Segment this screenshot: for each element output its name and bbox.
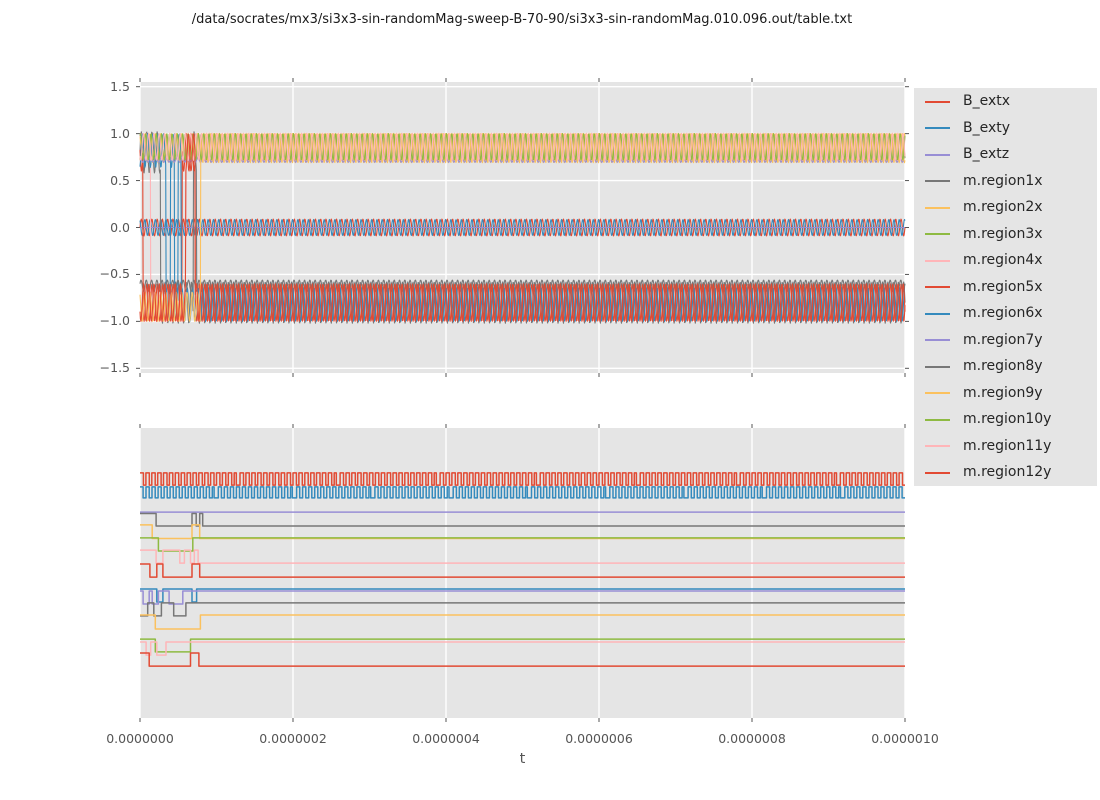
xtick-label: 0.0000010 (871, 731, 939, 746)
legend-line-swatch (925, 100, 950, 103)
xtick-label: 0.0000002 (259, 731, 327, 746)
bottom-plot-series (140, 472, 905, 667)
legend-item-m.region8y: m.region8y (914, 353, 1097, 380)
legend-label: m.region2x (963, 199, 1043, 215)
legend-item-m.region7y: m.region7y (914, 327, 1097, 354)
ytick-label: 1.0 (110, 125, 130, 141)
legend-label: m.region3x (963, 225, 1043, 242)
legend-line-swatch (925, 418, 950, 421)
ytick-label: −0.5 (99, 266, 130, 282)
legend-label: m.region9y (963, 384, 1043, 401)
legend-line-swatch (925, 471, 950, 474)
legend-line-swatch (925, 286, 950, 288)
legend-label: m.region12y (963, 464, 1052, 480)
legend-label: m.region7y (963, 331, 1043, 348)
legend-line-swatch (925, 445, 950, 447)
legend-label: B_exty (963, 119, 1011, 136)
legend-item-m.region10y: m.region10y (914, 406, 1097, 433)
legend-label: m.region10y (963, 411, 1052, 427)
legend-item-m.region5x: m.region5x (914, 274, 1097, 301)
xtick-label: 0.0000008 (718, 731, 786, 746)
legend-line-swatch (925, 392, 950, 394)
xtick-label: 0.0000000 (106, 731, 174, 746)
legend-label: m.region5x (963, 278, 1043, 295)
legend-item-m.region1x: m.region1x (914, 168, 1097, 195)
legend-item-m.region6x: m.region6x (914, 300, 1097, 327)
legend-item-m.region3x: m.region3x (914, 221, 1097, 248)
legend-line-swatch (925, 206, 950, 209)
legend-line-swatch (925, 365, 950, 368)
legend-item-B_extx: B_extx (914, 88, 1097, 115)
legend-item-B_exty: B_exty (914, 115, 1097, 142)
tick-marks (136, 78, 909, 722)
legend-label: m.region8y (963, 358, 1043, 374)
legend-item-B_extz: B_extz (914, 141, 1097, 168)
legend-item-m.region4x: m.region4x (914, 247, 1097, 274)
legend-line-swatch (925, 233, 950, 235)
legend-item-m.region9y: m.region9y (914, 380, 1097, 407)
legend-item-m.region12y: m.region12y (914, 459, 1097, 486)
legend: B_extx B_exty B_extz m.region1x m.region2x m.… (914, 88, 1097, 486)
legend-item-m.region11y: m.region11y (914, 433, 1097, 460)
ytick-label: 0.5 (110, 172, 130, 188)
legend-line-swatch (925, 312, 950, 315)
top-plot-series (139, 131, 906, 324)
legend-line-swatch (925, 339, 950, 341)
legend-label: m.region1x (963, 172, 1043, 189)
legend-label: m.region4x (963, 252, 1043, 268)
axes-backgrounds (140, 82, 905, 718)
ytick-label: 1.5 (110, 78, 130, 94)
legend-item-m.region2x: m.region2x (914, 194, 1097, 221)
legend-label: m.region6x (963, 305, 1043, 321)
legend-label: B_extx (963, 93, 1011, 109)
legend-label: m.region11y (963, 437, 1052, 454)
ytick-label: 0.0 (110, 219, 130, 235)
legend-line-swatch (925, 259, 950, 262)
legend-line-swatch (925, 127, 950, 129)
figure-title: /data/socrates/mx3/si3x3-sin-randomMag-s… (191, 12, 853, 27)
ytick-label: −1.5 (99, 360, 130, 376)
xtick-label: 0.0000004 (412, 731, 480, 746)
xtick-label: 0.0000006 (565, 731, 633, 746)
x-axis-label: t (519, 751, 526, 767)
legend-line-swatch (925, 153, 950, 156)
ytick-label: −1.0 (99, 313, 130, 329)
legend-label: B_extz (963, 146, 1010, 162)
legend-line-swatch (925, 180, 950, 182)
